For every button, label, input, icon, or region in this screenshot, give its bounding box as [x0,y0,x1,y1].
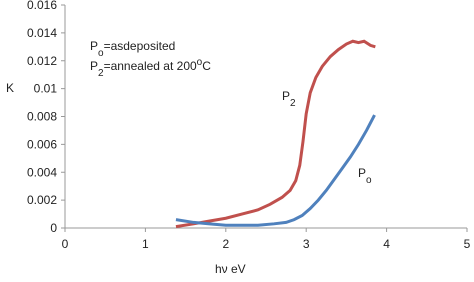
series-label-part: o [366,175,372,186]
y-tick-label: 0.008 [27,110,57,124]
y-tick-label: 0.01 [34,82,58,96]
annotation: P2=annealed at 200oC [90,57,211,79]
annotation-part: C [202,59,211,73]
series-label: Po [358,166,372,186]
series-label-part: P [282,89,290,103]
y-tick-label: 0.004 [27,165,57,179]
y-tick-label: 0.016 [27,0,57,12]
x-axis-label: hν eV [215,262,246,276]
annotation-part: 2 [98,68,104,79]
y-axis-label: K [6,81,14,95]
line [175,114,376,227]
series-label: P2 [282,89,296,109]
annotation-part: =annealed at 200 [104,59,197,73]
annotation-part: =asdeposited [104,39,176,53]
annotation-part: P [90,39,98,53]
line [175,39,376,229]
y-tick-label: 0.012 [27,54,57,68]
x-tick-label: 2 [222,237,229,251]
series-label-part: 2 [290,98,296,109]
y-tick-label: 0.014 [27,26,57,40]
y-tick-label: 0 [50,221,57,235]
annotation-part: o [98,48,104,59]
x-tick-label: 3 [303,237,310,251]
series-label-part: P [358,166,366,180]
x-tick-label: 5 [464,237,471,251]
x-tick-label: 1 [142,237,149,251]
x-tick-label: 4 [383,237,390,251]
annotation-part: P [90,59,98,73]
annotation: Po=asdeposited [90,39,175,59]
annotation-part: o [197,57,203,68]
y-tick-label: 0.006 [27,137,57,151]
x-tick-label: 0 [62,237,69,251]
y-tick-label: 0.002 [27,193,57,207]
